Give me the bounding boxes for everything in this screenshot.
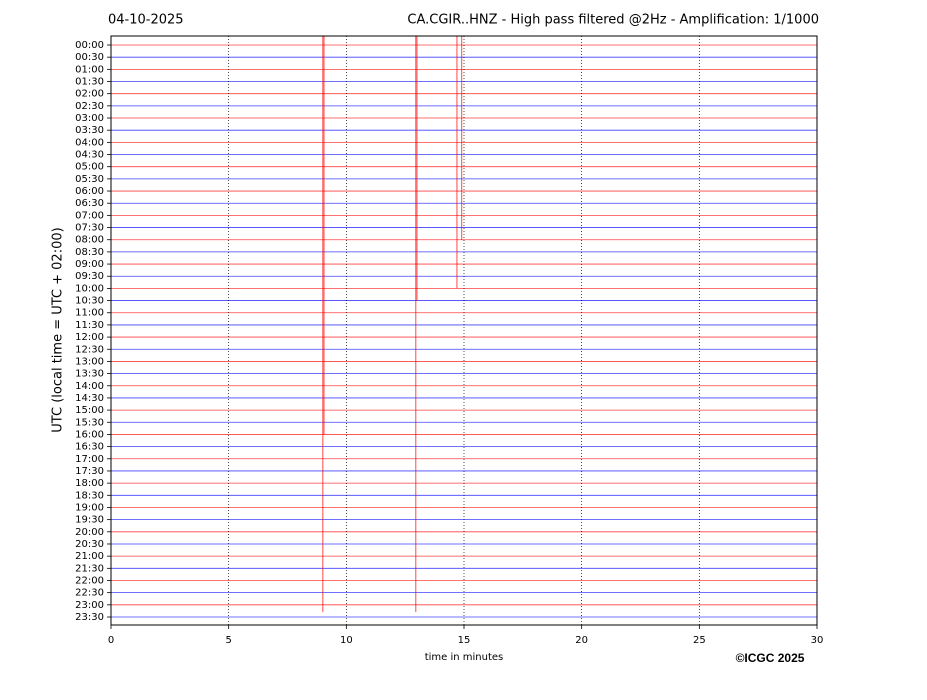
y-tick-label: 23:00 xyxy=(75,600,104,611)
y-tick-label: 10:30 xyxy=(75,296,104,307)
y-tick-label: 16:00 xyxy=(75,429,104,440)
x-tick-label: 10 xyxy=(340,635,353,646)
y-tick-label: 07:30 xyxy=(75,223,104,234)
y-tick-label: 20:30 xyxy=(75,539,104,550)
y-tick-label: 08:00 xyxy=(75,235,104,246)
y-tick-label: 15:00 xyxy=(75,405,104,416)
y-tick-label: 22:00 xyxy=(75,575,104,586)
y-tick-label: 03:00 xyxy=(75,113,104,124)
y-tick-label: 09:30 xyxy=(75,271,104,282)
x-tick-label: 20 xyxy=(575,635,588,646)
y-tick-label: 15:30 xyxy=(75,417,104,428)
y-tick-label: 06:00 xyxy=(75,186,104,197)
y-tick-label: 08:30 xyxy=(75,247,104,258)
y-tick-label: 21:00 xyxy=(75,551,104,562)
chart-title: CA.CGIR..HNZ - High pass filtered @2Hz -… xyxy=(407,13,819,28)
y-tick-label: 12:30 xyxy=(75,344,104,355)
y-tick-label: 00:30 xyxy=(75,52,104,63)
y-tick-label: 05:00 xyxy=(75,162,104,173)
y-tick-label: 23:30 xyxy=(75,612,104,623)
y-tick-label: 09:00 xyxy=(75,259,104,270)
y-tick-label: 03:30 xyxy=(75,125,104,136)
y-axis-label: UTC (local time = UTC + 02:00) xyxy=(51,227,66,432)
date: 04-10-2025 xyxy=(108,13,184,28)
y-tick-label: 04:30 xyxy=(75,150,104,161)
y-tick-label: 11:30 xyxy=(75,320,104,331)
y-tick-label: 17:30 xyxy=(75,466,104,477)
y-tick-label: 06:30 xyxy=(75,198,104,209)
y-tick-label: 14:00 xyxy=(75,381,104,392)
y-tick-label: 07:00 xyxy=(75,210,104,221)
plot-frame xyxy=(110,35,818,626)
y-tick-label: 19:00 xyxy=(75,502,104,513)
y-tick-label: 13:30 xyxy=(75,369,104,380)
x-axis-label: time in minutes xyxy=(425,652,504,663)
y-tick-label: 02:00 xyxy=(75,89,104,100)
y-tick-label: 12:00 xyxy=(75,332,104,343)
y-tick-label: 02:30 xyxy=(75,101,104,112)
y-tick-label: 01:30 xyxy=(75,77,104,88)
y-tick-label: 01:00 xyxy=(75,64,104,75)
y-tick-label: 13:00 xyxy=(75,356,104,367)
y-tick-label: 18:30 xyxy=(75,490,104,501)
y-tick-label: 10:00 xyxy=(75,283,104,294)
x-tick-label: 30 xyxy=(811,635,824,646)
y-tick-label: 05:30 xyxy=(75,174,104,185)
x-tick-label: 0 xyxy=(108,635,114,646)
x-tick-label: 25 xyxy=(693,635,706,646)
x-tick-label: 5 xyxy=(225,635,231,646)
y-tick-label: 21:30 xyxy=(75,563,104,574)
y-tick-label: 20:00 xyxy=(75,527,104,538)
y-tick-label: 17:00 xyxy=(75,454,104,465)
y-tick-label: 18:00 xyxy=(75,478,104,489)
y-tick-label: 00:00 xyxy=(75,40,104,51)
y-tick-label: 22:30 xyxy=(75,588,104,599)
y-tick-label: 04:00 xyxy=(75,137,104,148)
y-tick-label: 11:00 xyxy=(75,308,104,319)
y-tick-label: 16:30 xyxy=(75,442,104,453)
credit: ©ICGC 2025 xyxy=(736,651,805,665)
x-tick-label: 15 xyxy=(458,635,471,646)
y-tick-label: 14:30 xyxy=(75,393,104,404)
y-tick-label: 19:30 xyxy=(75,515,104,526)
